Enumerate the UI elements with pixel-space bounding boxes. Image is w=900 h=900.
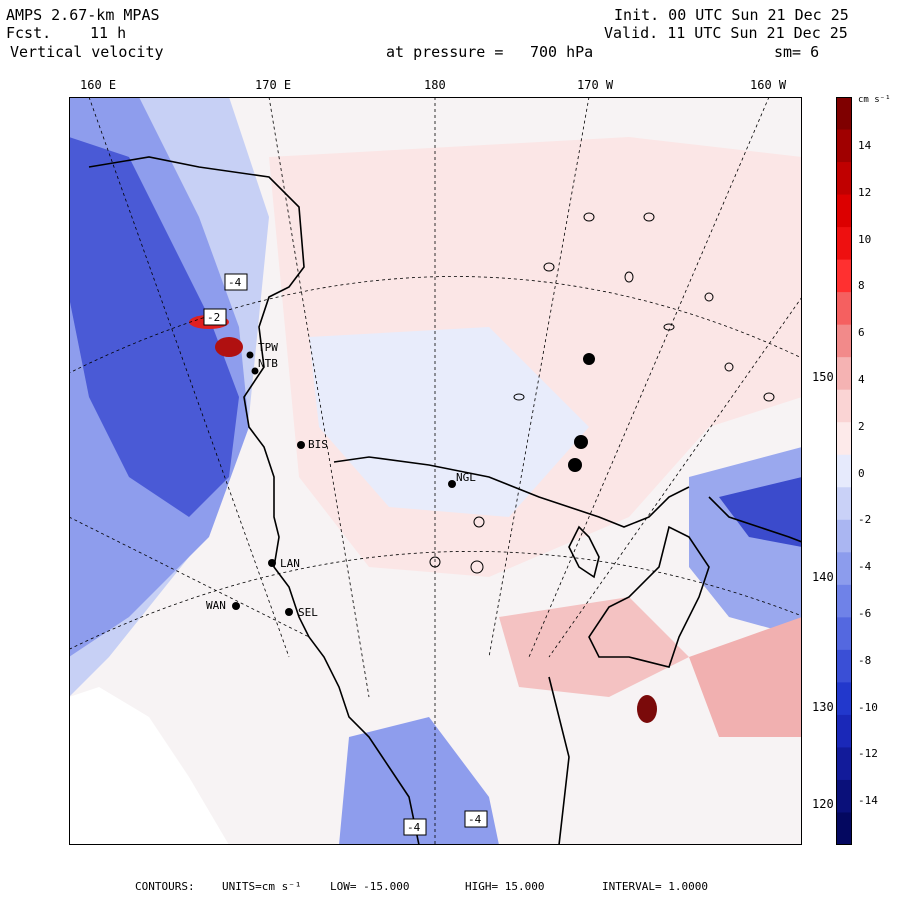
updraft-maximum	[637, 695, 657, 723]
station-label: LAN	[280, 557, 300, 570]
footer-contours-label: CONTOURS:	[135, 880, 195, 893]
footer-interval: INTERVAL= 1.0000	[602, 880, 708, 893]
colorbar-unit: cm s⁻¹	[858, 95, 891, 105]
colorbar-swatch	[836, 682, 852, 716]
level-value: 700 hPa	[530, 43, 594, 61]
colorbar-tick-label: 12	[858, 185, 872, 199]
colorbar-tick-label: -12	[858, 747, 878, 761]
colorbar-swatch	[836, 324, 852, 358]
colorbar-swatch	[836, 649, 852, 683]
contour-label: -2	[207, 311, 220, 324]
colorbar-tick-label: -2	[858, 513, 872, 527]
colorbar-tick-label: -10	[858, 700, 878, 714]
vertical-velocity-map: -4 -2 -4 -4 TPW NTB BIS NGL LAN WAN SEL	[69, 97, 802, 845]
colorbar-tick-label: 0	[858, 466, 865, 480]
model-title: AMPS 2.67-km MPAS	[6, 6, 160, 24]
colorbar-tick-label: -8	[858, 653, 872, 667]
forecast-hours: 11 h	[90, 24, 127, 42]
field-name: Vertical velocity	[10, 43, 164, 61]
colorbar-swatch	[836, 747, 852, 781]
colorbar-swatch	[836, 519, 852, 553]
colorbar-swatch	[836, 389, 852, 423]
valid-time: Valid. 11 UTC Sun 21 Dec 25	[604, 24, 848, 42]
station-marker	[285, 608, 293, 616]
strong-downdraft-region	[719, 477, 802, 547]
station-marker	[297, 441, 305, 449]
colorbar-tick-label: 10	[858, 232, 872, 246]
colorbar-swatch	[836, 227, 852, 261]
colorbar-tick-label: -4	[858, 560, 872, 574]
station-label: BIS	[308, 438, 328, 451]
downdraft-region	[339, 717, 499, 845]
forecast-label: Fcst.	[6, 24, 52, 42]
colorbar-swatch	[836, 812, 852, 845]
stations	[232, 351, 456, 616]
station-label: NTB	[258, 357, 278, 370]
updraft-maximum	[215, 337, 243, 357]
colorbar-swatch	[836, 194, 852, 228]
lon-label: 160 E	[80, 78, 117, 92]
updraft-region	[689, 617, 802, 737]
colorbar-swatch	[836, 292, 852, 326]
lon-label: 180	[424, 78, 446, 92]
colorbar-swatch	[836, 584, 852, 618]
station-label: SEL	[298, 606, 318, 619]
smoothing: sm= 6	[774, 43, 820, 61]
colorbar-tick-label: -6	[858, 607, 872, 620]
station-marker	[251, 367, 259, 375]
contour-label: -4	[407, 821, 421, 834]
contour-label: -4	[468, 813, 482, 826]
station-marker	[232, 602, 240, 610]
footer-high: HIGH= 15.000	[465, 880, 545, 893]
coastline	[88, 156, 802, 845]
strong-downdraft-region	[69, 137, 239, 517]
colorbar-tick-label: 4	[858, 373, 865, 386]
level-label: at pressure =	[386, 43, 504, 61]
init-time: Init. 00 UTC Sun 21 Dec 25	[614, 6, 849, 24]
colorbar-swatch	[836, 357, 852, 391]
colorbar-tick-label: 8	[858, 279, 865, 293]
colorbar-tick-label: 14	[858, 139, 872, 152]
colorbar-swatch	[836, 259, 852, 293]
outside-domain	[69, 687, 229, 845]
colorbar-tick-label: 2	[858, 419, 865, 433]
colorbar-swatch	[836, 454, 852, 488]
lon-label: 170 W	[577, 78, 614, 92]
footer-low: LOW= -15.000	[330, 880, 410, 893]
graticule	[69, 97, 802, 845]
station-label: TPW	[258, 341, 278, 354]
map-frame	[69, 97, 802, 845]
colorbar-tick-label: 6	[858, 326, 865, 340]
contour-cluster	[574, 435, 588, 449]
footer-units: UNITS=cm s⁻¹	[222, 880, 302, 893]
station-marker	[246, 351, 254, 359]
colorbar-frame	[836, 97, 852, 845]
weak-downdraft-region	[309, 327, 589, 517]
station-marker	[448, 480, 456, 488]
colorbar-swatch	[836, 779, 852, 813]
colorbar-swatch	[836, 617, 852, 651]
colorbar-swatch	[836, 129, 852, 163]
colorbar-swatch	[836, 487, 852, 521]
station-marker	[268, 559, 276, 567]
station-label: WAN	[206, 599, 226, 612]
colorbar-swatch	[836, 422, 852, 456]
colorbar	[836, 97, 852, 845]
contour-cluster	[583, 353, 595, 365]
colorbar-swatch	[836, 162, 852, 196]
colorbar-tick-label: -14	[858, 794, 878, 808]
colorbar-swatch	[836, 714, 852, 748]
lon-label: 170 E	[255, 78, 292, 92]
contour-label: -4	[228, 276, 242, 289]
lon-label: 160 W	[750, 78, 787, 92]
contour-cluster	[568, 458, 582, 472]
station-label: NGL	[456, 471, 476, 484]
colorbar-swatch	[836, 97, 852, 131]
colorbar-swatch	[836, 552, 852, 586]
